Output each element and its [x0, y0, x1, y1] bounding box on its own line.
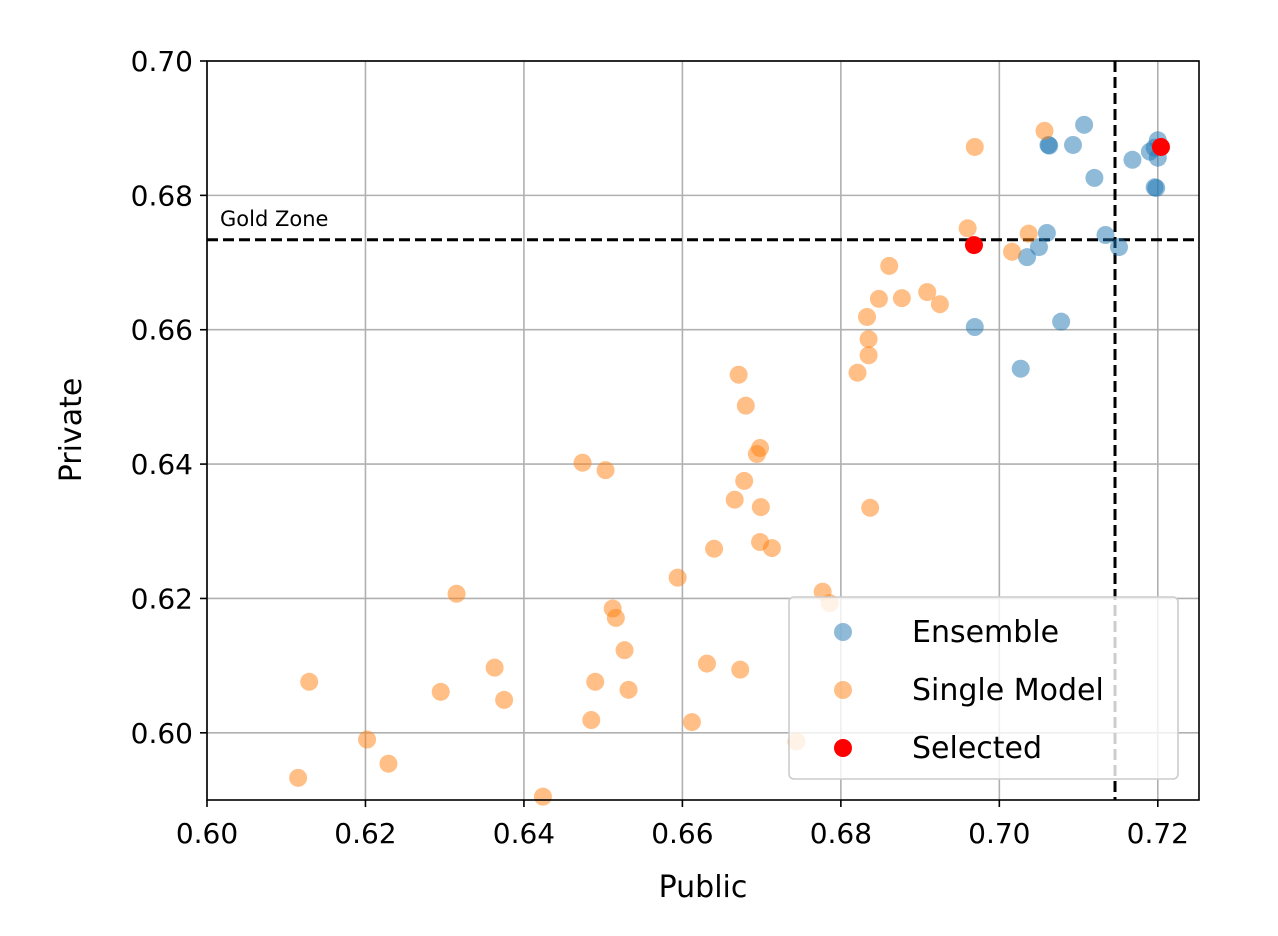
single-model-point [668, 568, 687, 587]
ensemble-point [1109, 238, 1128, 257]
legend: Ensemble Single Model Selected [788, 596, 1179, 780]
x-tick-label: 0.66 [651, 817, 713, 850]
single-model-point [736, 396, 755, 415]
single-model-point [358, 730, 377, 749]
gold-zone-annotation: Gold Zone [220, 207, 328, 231]
single-model-point [747, 445, 766, 464]
single-model-point [725, 490, 744, 509]
legend-marker-selected [834, 739, 852, 757]
single-model-point [965, 137, 984, 156]
x-tick-label: 0.70 [968, 817, 1030, 850]
single-model-point [892, 289, 911, 308]
single-model-point [447, 584, 466, 603]
single-model-point [958, 219, 977, 238]
ensemble-point [1147, 178, 1166, 197]
single-model-point [495, 690, 514, 709]
y-tick-label: 0.68 [131, 179, 193, 212]
ensemble-point [1011, 359, 1030, 378]
ensemble-point [1052, 312, 1071, 331]
ensemble-point [1037, 223, 1056, 242]
single-model-point [586, 672, 605, 691]
data-points [289, 115, 1170, 806]
ensemble-point [1096, 226, 1115, 245]
single-model-point [861, 498, 880, 517]
axis-ticks: 0.60 0.62 0.64 0.66 0.68 0.70 0.72 0.60 0.62 0.64… [131, 45, 1189, 850]
single-model-point [300, 672, 319, 691]
single-model-point [729, 365, 748, 384]
single-model-point [485, 658, 504, 677]
x-tick-label: 0.68 [810, 817, 872, 850]
single-model-point [379, 754, 398, 773]
single-model-point [1003, 242, 1022, 261]
legend-label-ensemble: Ensemble [912, 615, 1059, 650]
ensemble-point [1064, 135, 1083, 154]
single-model-point [762, 539, 781, 558]
x-tick-label: 0.64 [493, 817, 555, 850]
single-model-point [869, 289, 888, 308]
single-model-point [880, 256, 899, 275]
single-model-point [858, 307, 877, 326]
ensemble-point [1123, 150, 1142, 169]
selected-point [964, 236, 983, 255]
single-model-point [735, 471, 754, 490]
y-tick-label: 0.70 [131, 45, 193, 78]
single-model-point [615, 641, 634, 660]
ensemble-point [965, 318, 984, 337]
legend-marker-ensemble [834, 623, 852, 641]
legend-label-single-model: Single Model [912, 673, 1104, 708]
single-model-point [289, 768, 308, 787]
legend-box [788, 596, 1179, 780]
single-model-point [1019, 224, 1038, 243]
x-tick-label: 0.60 [176, 817, 238, 850]
single-model-point [1035, 121, 1054, 140]
single-model-point [573, 453, 592, 472]
x-axis-label: Public [659, 870, 748, 905]
single-model-point [682, 713, 701, 732]
ensemble-point [1075, 115, 1094, 134]
single-model-point [731, 660, 750, 679]
x-tick-label: 0.62 [334, 817, 396, 850]
ensemble-point [1040, 136, 1059, 155]
ensemble-point [1085, 168, 1104, 187]
ensemble-point [1029, 238, 1048, 257]
x-tick-label: 0.72 [1127, 817, 1189, 850]
y-tick-label: 0.62 [131, 582, 193, 615]
single-model-point [582, 711, 601, 730]
single-model-point [751, 498, 770, 517]
single-model-point [606, 608, 625, 627]
single-model-point [431, 682, 450, 701]
legend-marker-single-model [834, 681, 852, 699]
single-model-point [930, 295, 949, 314]
plot-frame [206, 60, 1200, 801]
y-tick-label: 0.64 [131, 448, 193, 481]
single-model-point [859, 346, 878, 365]
single-model-point [596, 461, 615, 480]
single-model-point [918, 283, 937, 302]
selected-point [1151, 137, 1170, 156]
single-model-point [859, 330, 878, 349]
y-tick-label: 0.60 [131, 717, 193, 750]
y-tick-label: 0.66 [131, 314, 193, 347]
single-model-point [619, 680, 638, 699]
single-model-point [848, 363, 867, 382]
single-model-point [533, 787, 552, 806]
legend-label-selected: Selected [912, 731, 1042, 766]
y-axis-label: Private [54, 378, 89, 483]
ensemble-point [1018, 248, 1037, 267]
single-model-point [705, 539, 724, 558]
single-model-point [697, 654, 716, 673]
